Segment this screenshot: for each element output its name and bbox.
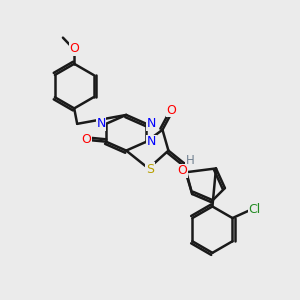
Text: Cl: Cl	[249, 203, 261, 216]
Text: O: O	[167, 104, 176, 117]
Text: N: N	[96, 117, 106, 130]
Text: O: O	[69, 42, 79, 56]
Text: O: O	[82, 133, 91, 146]
Text: O: O	[177, 164, 187, 177]
Text: N: N	[147, 135, 156, 148]
Text: H: H	[186, 154, 195, 167]
Text: N: N	[147, 117, 156, 130]
Text: S: S	[146, 163, 154, 176]
